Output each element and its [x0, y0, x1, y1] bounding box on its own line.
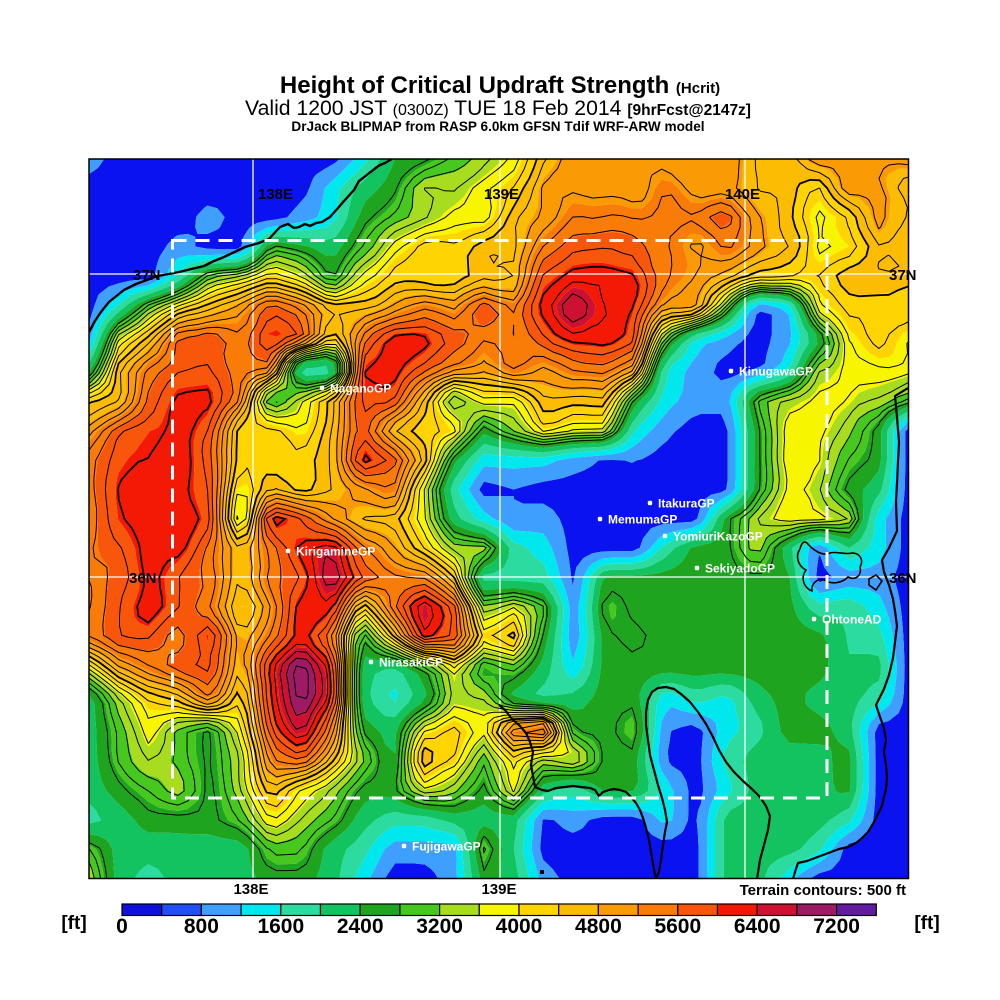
- svg-text:5600: 5600: [654, 915, 701, 938]
- svg-text:4800: 4800: [575, 915, 622, 938]
- svg-text:NirasakiGP: NirasakiGP: [379, 656, 443, 670]
- svg-text:FujigawaGP: FujigawaGP: [412, 840, 481, 854]
- svg-text:4000: 4000: [496, 915, 543, 938]
- svg-text:[ft]: [ft]: [914, 913, 939, 934]
- svg-text:36N: 36N: [129, 570, 157, 587]
- svg-text:800: 800: [184, 915, 219, 938]
- svg-text:Terrain contours: 500 ft: Terrain contours: 500 ft: [740, 882, 906, 899]
- svg-text:3200: 3200: [416, 915, 463, 938]
- svg-text:36N: 36N: [889, 570, 917, 587]
- svg-text:138E: 138E: [258, 186, 293, 203]
- svg-text:Height of Critical Updraft Str: Height of Critical Updraft Strength (Hcr…: [280, 72, 720, 99]
- svg-text:DrJack BLIPMAP from RASP 6.0km: DrJack BLIPMAP from RASP 6.0km GFSN Tdif…: [291, 119, 704, 134]
- svg-text:OhtoneAD: OhtoneAD: [822, 613, 882, 627]
- svg-text:[ft]: [ft]: [61, 913, 86, 934]
- svg-text:MemumaGP: MemumaGP: [608, 513, 677, 527]
- svg-text:KirigamineGP: KirigamineGP: [296, 545, 375, 559]
- svg-text:139E: 139E: [481, 881, 516, 898]
- svg-text:0: 0: [116, 915, 128, 938]
- svg-text:KinugawaGP: KinugawaGP: [739, 365, 813, 379]
- svg-text:7200: 7200: [813, 915, 860, 938]
- svg-text:Valid 1200 JST (0300Z) TUE 18: Valid 1200 JST (0300Z) TUE 18 Feb 2014 […: [245, 97, 751, 120]
- svg-text:YomiuriKazoGP: YomiuriKazoGP: [673, 530, 763, 544]
- svg-text:NaganoGP: NaganoGP: [330, 382, 391, 396]
- svg-text:ItakuraGP: ItakuraGP: [658, 497, 715, 511]
- svg-text:1600: 1600: [257, 915, 304, 938]
- svg-text:SekiyadoGP: SekiyadoGP: [705, 562, 775, 576]
- svg-text:139E: 139E: [484, 186, 519, 203]
- svg-text:2400: 2400: [337, 915, 384, 938]
- svg-text:140E: 140E: [725, 186, 760, 203]
- svg-text:138E: 138E: [233, 881, 268, 898]
- svg-text:37N: 37N: [133, 267, 161, 284]
- svg-text:37N: 37N: [889, 267, 917, 284]
- svg-text:6400: 6400: [734, 915, 781, 938]
